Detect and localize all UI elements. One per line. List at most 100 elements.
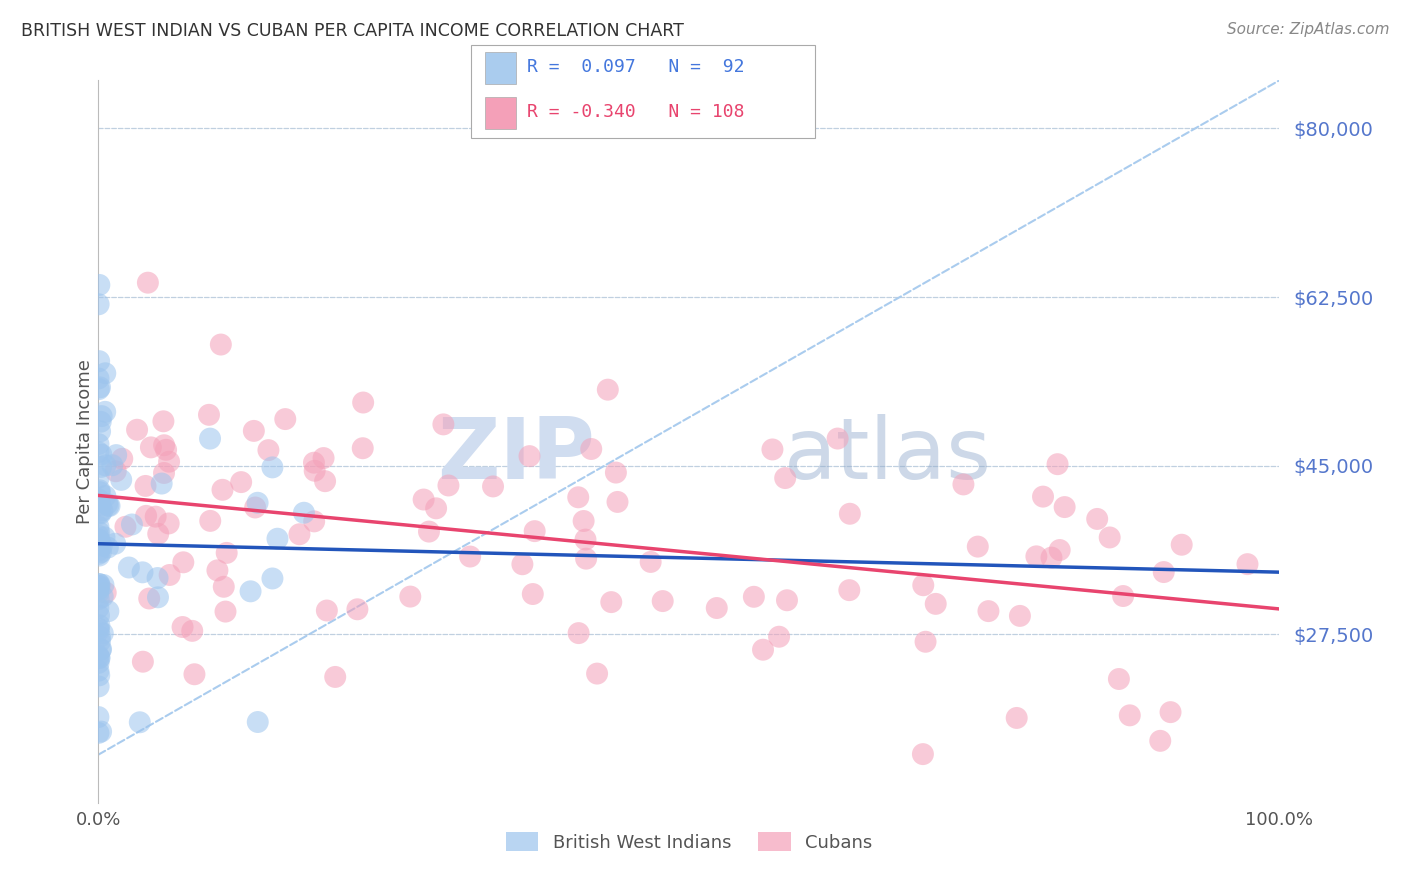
Point (89, 630, 111, 644)
Point (89, 533, 111, 548)
Point (87, 532, 110, 546)
Point (150, 476, 173, 491)
Point (1040, 550, 1063, 565)
Point (93, 578, 115, 592)
Text: ZIP: ZIP (437, 415, 595, 498)
Point (246, 714, 269, 729)
Point (605, 466, 627, 480)
Point (114, 520, 136, 534)
Point (425, 501, 447, 516)
Point (97, 604, 120, 618)
Point (198, 408, 221, 422)
Point (352, 441, 374, 455)
Point (1049, 543, 1071, 558)
Point (87, 577, 110, 591)
Point (87, 579, 110, 593)
Point (522, 587, 544, 601)
Point (94, 405, 117, 419)
Point (966, 540, 988, 554)
Point (315, 603, 337, 617)
Point (89, 525, 111, 540)
Point (768, 630, 790, 644)
Point (87, 710, 110, 724)
Point (90, 545, 112, 559)
Point (742, 590, 765, 604)
Point (262, 572, 284, 586)
Point (412, 492, 434, 507)
Point (131, 566, 153, 580)
Point (292, 506, 315, 520)
Point (567, 491, 589, 505)
Point (1236, 557, 1258, 571)
Point (155, 442, 177, 457)
Point (302, 514, 325, 528)
Point (243, 424, 266, 438)
Point (231, 475, 253, 489)
Point (90, 459, 112, 474)
Point (214, 605, 236, 619)
Point (418, 524, 440, 539)
Point (89, 507, 111, 521)
Point (104, 537, 127, 551)
Point (89, 577, 111, 591)
Point (323, 670, 346, 684)
Point (1108, 672, 1130, 686)
Point (145, 509, 167, 524)
Point (827, 432, 849, 446)
Point (157, 455, 180, 469)
Point (523, 524, 546, 538)
Point (87, 656, 110, 670)
Point (146, 591, 169, 605)
Point (482, 479, 505, 493)
Point (87, 592, 110, 607)
Point (87, 533, 110, 548)
Point (312, 451, 335, 466)
Point (1098, 531, 1121, 545)
Point (87, 547, 110, 561)
Point (1025, 549, 1047, 564)
Point (105, 448, 128, 462)
Point (128, 715, 150, 730)
Point (838, 583, 860, 598)
Point (761, 442, 783, 457)
Point (776, 593, 799, 607)
Point (87, 371, 110, 385)
Point (89, 549, 111, 563)
Point (90, 539, 112, 553)
Point (89, 651, 111, 665)
Point (346, 602, 368, 616)
Text: R = -0.340   N = 108: R = -0.340 N = 108 (527, 103, 745, 121)
Point (274, 412, 297, 426)
Text: BRITISH WEST INDIAN VS CUBAN PER CAPITA INCOME CORRELATION CHART: BRITISH WEST INDIAN VS CUBAN PER CAPITA … (21, 22, 683, 40)
Point (89, 354, 111, 368)
Point (138, 591, 160, 606)
Point (838, 507, 860, 521)
Point (153, 438, 176, 452)
Point (87, 624, 110, 638)
Point (94, 585, 117, 599)
Point (87, 445, 110, 459)
Point (207, 563, 229, 577)
Point (1032, 490, 1054, 504)
Point (87, 585, 110, 599)
Point (136, 276, 159, 290)
Point (159, 568, 181, 582)
Point (1160, 705, 1182, 719)
Text: Source: ZipAtlas.com: Source: ZipAtlas.com (1226, 22, 1389, 37)
Point (1053, 500, 1076, 514)
Point (89, 650, 111, 665)
Point (1149, 734, 1171, 748)
Point (96, 497, 118, 511)
Point (87, 582, 110, 596)
Point (135, 479, 157, 493)
Point (98, 499, 121, 513)
Point (512, 558, 534, 572)
Point (87, 520, 110, 534)
Point (977, 604, 1000, 618)
Point (1170, 538, 1192, 552)
Point (87, 471, 110, 485)
Point (90, 498, 112, 512)
Point (215, 546, 238, 560)
Point (139, 441, 162, 455)
Point (1008, 608, 1031, 623)
